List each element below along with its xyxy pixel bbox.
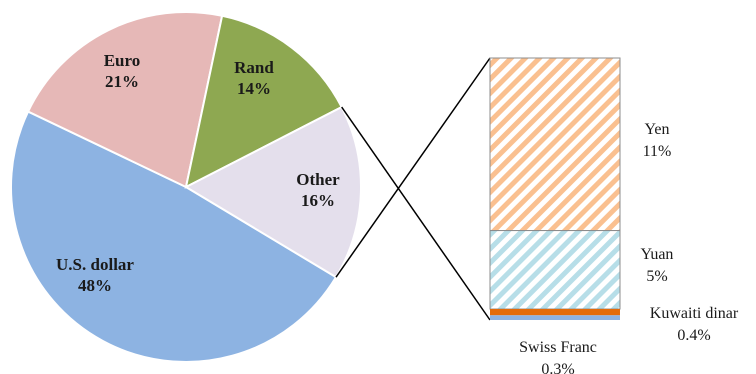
bar-value-kuwaiti-dinar: 0.4% bbox=[677, 327, 710, 344]
bar-label-swiss-franc: Swiss Franc bbox=[519, 339, 597, 356]
pie-slice-u-s-dollar bbox=[10, 110, 338, 363]
pie-chart: U.S. dollar 48% Euro 21% Rand 14% Other 16% bbox=[10, 11, 362, 363]
pie-value-rand: 14% bbox=[237, 79, 271, 98]
pie-value-euro: 21% bbox=[105, 72, 139, 91]
pie-label-u-s-dollar: U.S. dollar bbox=[56, 255, 134, 274]
pie-slice-rand bbox=[184, 14, 344, 189]
bar-label-kuwaiti-dinar: Kuwaiti dinar bbox=[650, 305, 739, 322]
pie-label-rand: Rand bbox=[234, 58, 274, 77]
connector-lines bbox=[335, 57, 491, 321]
bar-segment-yuan bbox=[489, 230, 621, 310]
bar-segment-yen bbox=[489, 57, 621, 232]
pie-value-u-s-dollar: 48% bbox=[78, 276, 112, 295]
connector-line-bottom bbox=[341, 106, 491, 321]
bar-label-yen: Yen bbox=[644, 121, 669, 138]
bar-value-yen: 11% bbox=[643, 143, 672, 160]
bar-segment-kuwaiti-dinar bbox=[490, 309, 620, 316]
bar-value-yuan: 5% bbox=[646, 268, 667, 285]
bar-label-yuan: Yuan bbox=[641, 246, 674, 263]
breakdown-bar bbox=[489, 57, 621, 320]
bar-segment-swiss-franc bbox=[490, 315, 620, 320]
pie-slice-euro bbox=[26, 11, 224, 189]
bar-value-swiss-franc: 0.3% bbox=[541, 361, 574, 374]
pie-value-other: 16% bbox=[301, 191, 335, 210]
connector-line-top bbox=[335, 57, 491, 278]
pie-label-euro: Euro bbox=[104, 51, 141, 70]
pie-label-other: Other bbox=[296, 170, 340, 189]
pie-slice-other bbox=[183, 105, 362, 279]
breakdown-labels: Yen 11% Yuan 5% Kuwaiti dinar 0.4% Swiss Franc… bbox=[519, 121, 739, 374]
